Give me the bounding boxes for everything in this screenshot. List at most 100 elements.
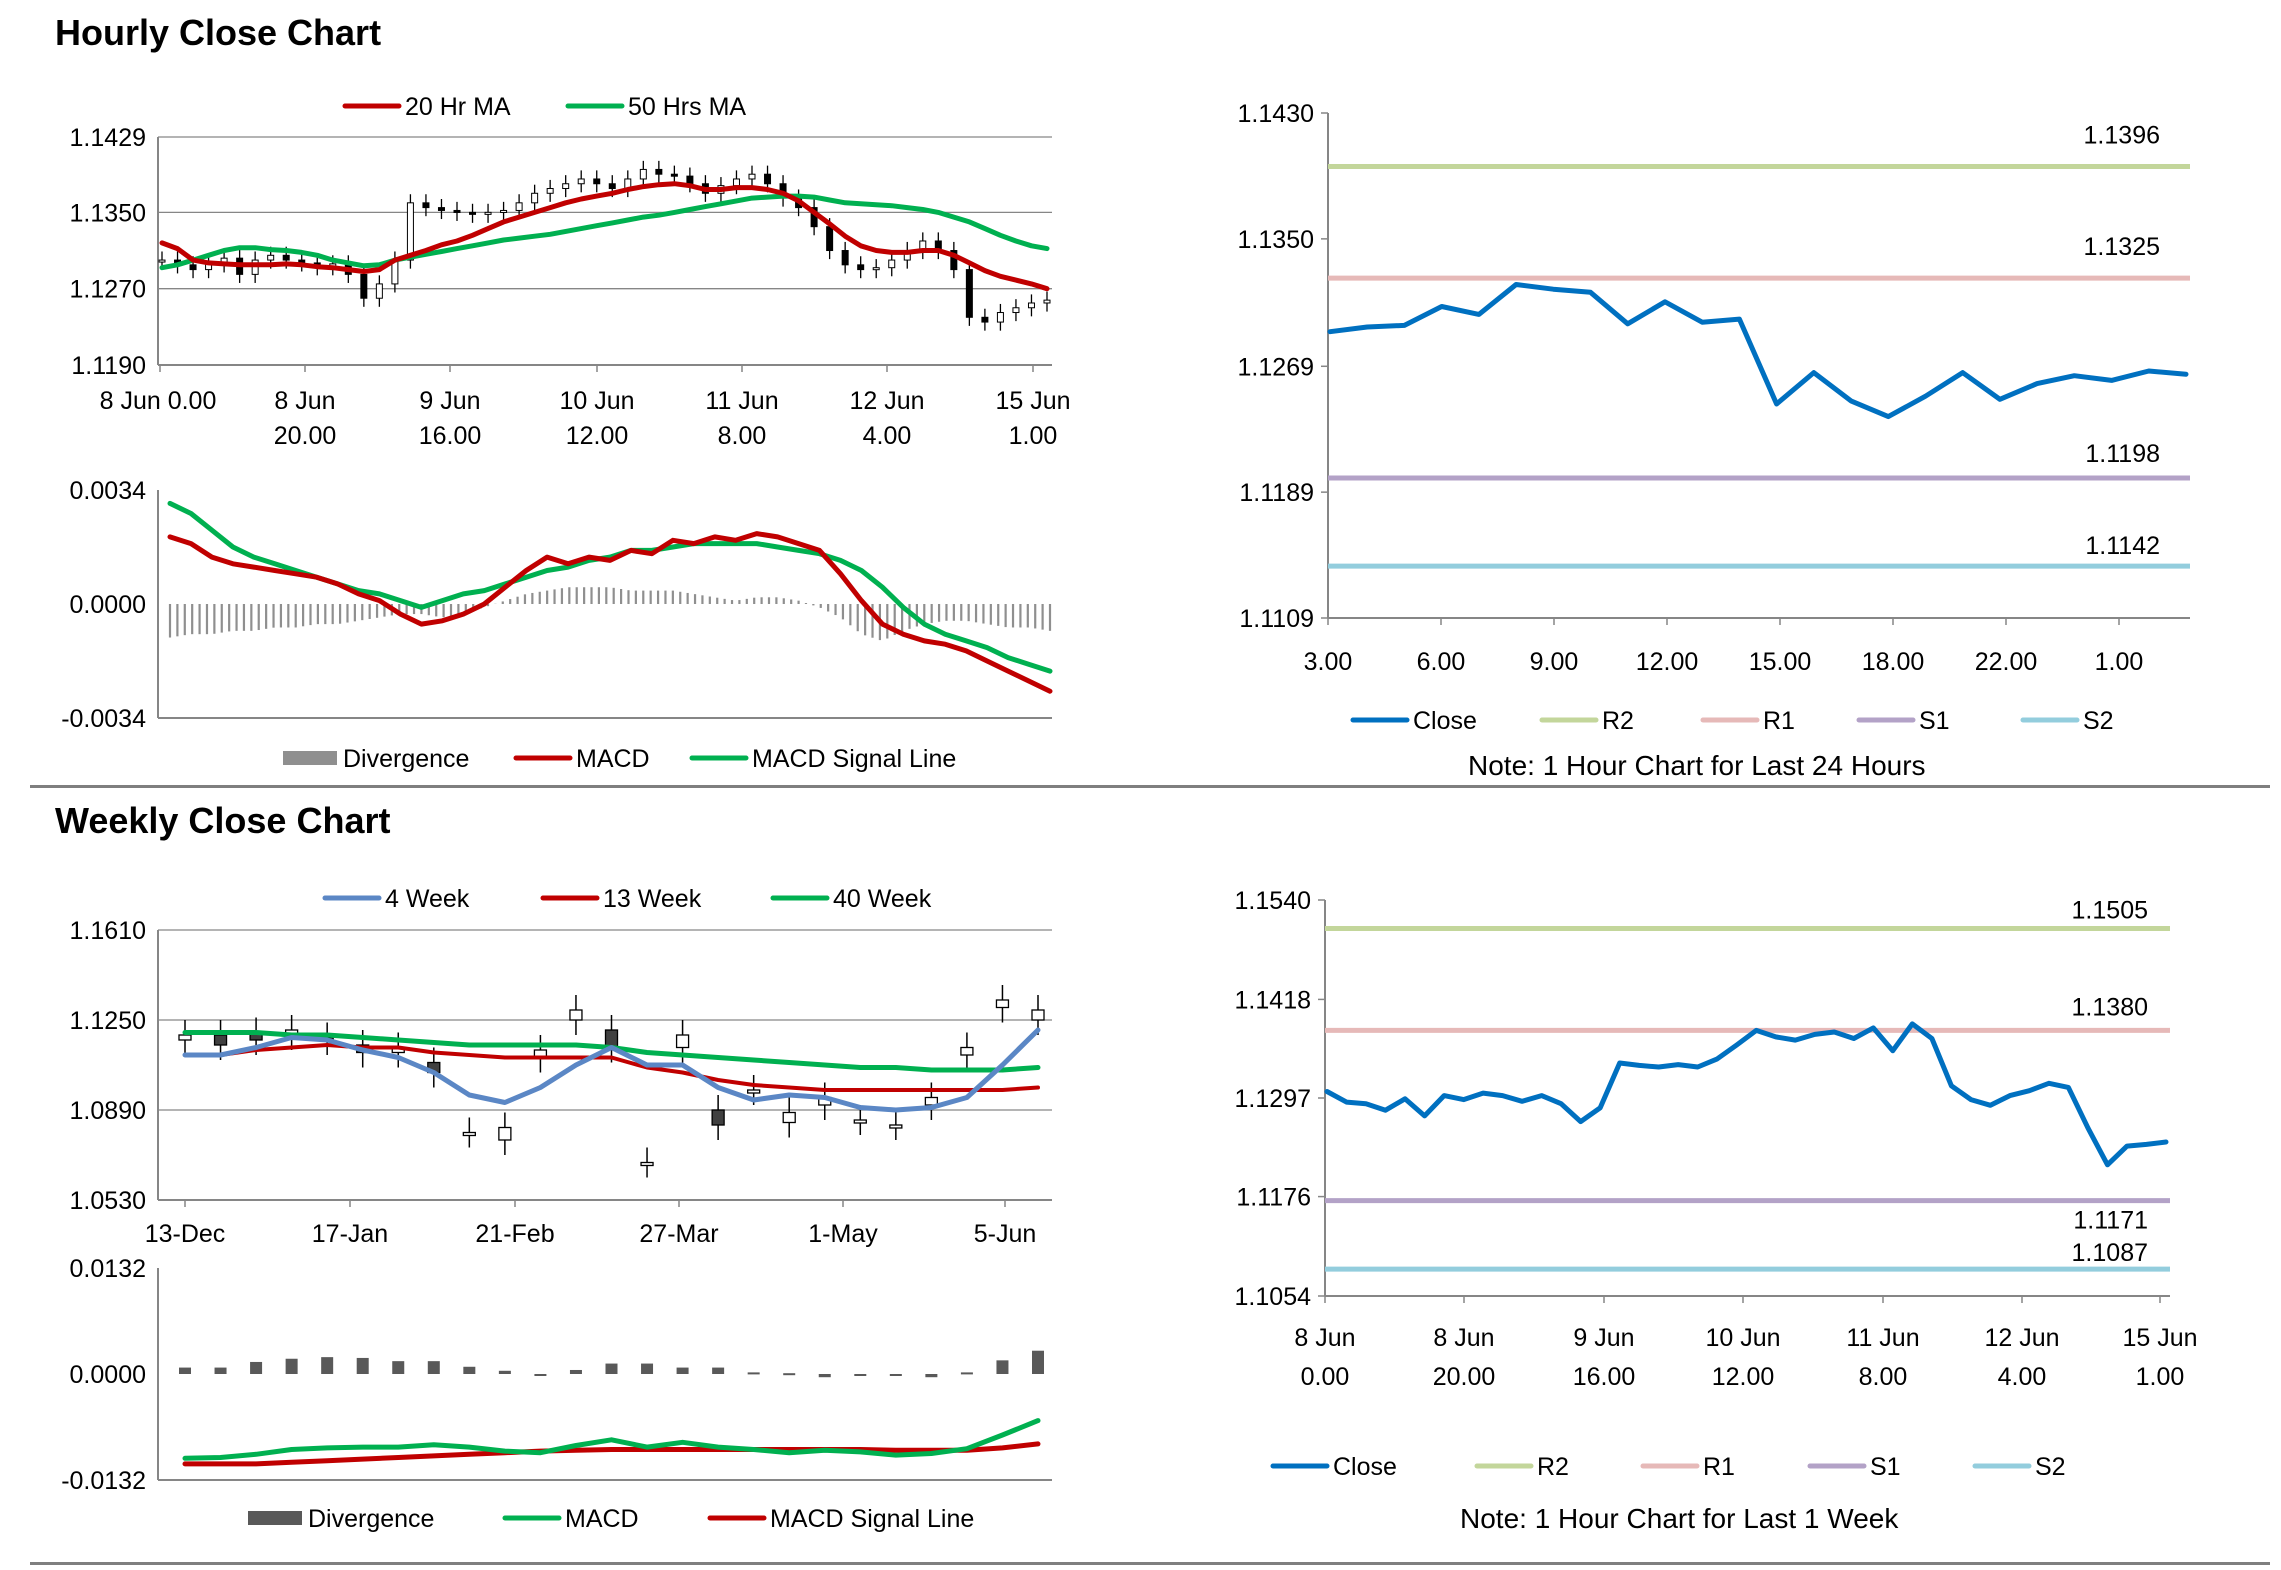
weekly-divergence-bar — [392, 1361, 405, 1374]
weekly-candle — [853, 1119, 867, 1124]
weekly-price-ytick-2: 1.0890 — [70, 1097, 146, 1125]
hourly-close-xtick-2: 9.00 — [1530, 648, 1579, 676]
hourly-candle — [1012, 307, 1020, 314]
weekly-close-legend-label-0: Close — [1333, 1453, 1397, 1481]
hourly-price-xtick-sub-2: 16.00 — [419, 422, 482, 450]
weekly-price-xtick-0: 13-Dec — [145, 1220, 226, 1248]
hourly-candle — [189, 264, 197, 271]
hourly-close-xtick-4: 15.00 — [1749, 648, 1812, 676]
weekly-candle — [462, 1131, 476, 1137]
hourly-price-xtick-1: 8 Jun — [274, 387, 335, 415]
weekly-close-xtick-6: 15 Jun — [2122, 1324, 2197, 1352]
weekly-close-xtick-3: 10 Jun — [1705, 1324, 1780, 1352]
weekly-close-legend-label-3: S1 — [1870, 1453, 1901, 1481]
hourly-close-xtick-6: 22.00 — [1975, 648, 2038, 676]
weekly-candle — [711, 1109, 725, 1126]
weekly-divergence-bar — [285, 1358, 298, 1374]
hourly-candle — [158, 259, 166, 263]
weekly-divergence-bar — [996, 1360, 1009, 1374]
weekly-macd-ytick-2: -0.0132 — [61, 1467, 146, 1495]
hourly-candle — [453, 209, 461, 213]
hourly-price-ytick-1: 1.1350 — [70, 199, 146, 227]
hourly-candle — [469, 211, 477, 215]
hourly-candle — [437, 207, 445, 211]
hourly-candle — [267, 254, 275, 261]
weekly-divergence-bar — [712, 1367, 725, 1374]
hourly-price-xtick-5: 12 Jun — [849, 387, 924, 415]
hourly-macd-legend-swatch-0 — [283, 751, 337, 765]
hourly-macd-ytick-0: 0.0034 — [70, 477, 147, 505]
hourly-close-xtick-7: 1.00 — [2095, 648, 2144, 676]
weekly-divergence-bar — [1032, 1350, 1044, 1374]
weekly-close-xtick-1: 8 Jun — [1433, 1324, 1494, 1352]
weekly-macd-legend-label-2: MACD Signal Line — [770, 1505, 974, 1533]
hourly-candle — [406, 202, 414, 261]
weekly-price-legend-label-2: 40 Week — [833, 885, 932, 913]
weekly-divergence-bar — [818, 1374, 831, 1378]
hourly-price-xtick-sub-1: 20.00 — [274, 422, 337, 450]
weekly-candle — [675, 1034, 690, 1049]
hourly-macd-ytick-2: -0.0034 — [61, 705, 146, 733]
weekly-close-xtick-sub-6: 1.00 — [2136, 1363, 2185, 1391]
weekly-close-ytick-4: 1.1054 — [1235, 1283, 1312, 1311]
hourly-candle — [670, 173, 678, 177]
weekly-price-xtick-2: 21-Feb — [475, 1220, 554, 1248]
hourly-close-legend-label-3: S1 — [1919, 707, 1950, 735]
weekly-divergence-bar — [783, 1373, 796, 1376]
hourly-close-legend-label-4: S2 — [2083, 707, 2114, 735]
weekly-divergence-bar — [463, 1366, 476, 1374]
weekly-close-ytick-1: 1.1418 — [1235, 986, 1311, 1014]
hourly-macd-legend-label-0: Divergence — [343, 745, 469, 773]
weekly-divergence-bar — [250, 1361, 263, 1374]
hourly-price-xtick-sub-5: 4.00 — [863, 422, 912, 450]
weekly-13wk-line — [183, 1043, 1040, 1092]
hourly-candle — [950, 250, 958, 271]
weekly-price-xtick-5: 5-Jun — [974, 1220, 1037, 1248]
hourly-close-level-r2-label: 1.1396 — [2084, 121, 2160, 149]
hourly-close-xtick-5: 18.00 — [1862, 648, 1925, 676]
hourly-price-ytick-2: 1.1270 — [70, 276, 146, 304]
bottom-divider — [30, 1562, 2270, 1565]
weekly-candle — [995, 999, 1010, 1009]
hourly-macd-signal-line — [167, 500, 1053, 674]
weekly-divergence-bar — [676, 1367, 689, 1374]
weekly-close-close-line — [1324, 1021, 2169, 1168]
weekly-divergence-bar — [925, 1374, 938, 1378]
weekly-close-level-r1-label: 1.1380 — [2072, 993, 2148, 1021]
weekly-candle — [960, 1046, 974, 1056]
hourly-candle — [732, 178, 740, 187]
hourly-close-xtick-3: 12.00 — [1636, 648, 1699, 676]
weekly-candle — [1031, 1009, 1045, 1021]
hourly-price-ytick-3: 1.1190 — [71, 352, 146, 380]
hourly-candle — [422, 202, 430, 209]
weekly-section-title: Weekly Close Chart — [55, 800, 391, 841]
weekly-macd-line — [182, 1418, 1041, 1461]
weekly-macd-legend-label-0: Divergence — [308, 1505, 434, 1533]
hourly-candle — [872, 267, 880, 271]
hourly-price-legend-label-0: 20 Hr MA — [405, 93, 511, 121]
hourly-candle — [546, 188, 554, 194]
hourly-close-ytick-3: 1.1189 — [1239, 479, 1314, 507]
weekly-macd-ytick-1: 0.0000 — [70, 1361, 146, 1389]
weekly-candle — [569, 1009, 583, 1021]
weekly-close-ytick-0: 1.1540 — [1235, 887, 1311, 915]
weekly-divergence-bar — [214, 1367, 227, 1374]
weekly-close-xtick-sub-2: 16.00 — [1573, 1363, 1636, 1391]
weekly-candle — [178, 1034, 192, 1041]
hourly-section-title: Hourly Close Chart — [55, 12, 382, 53]
weekly-close-xtick-5: 12 Jun — [1984, 1324, 2059, 1352]
hourly-candle — [888, 259, 896, 269]
weekly-close-xtick-4: 11 Jun — [1846, 1324, 1919, 1352]
weekly-price-xtick-3: 27-Mar — [639, 1220, 718, 1248]
weekly-divergence-bar — [427, 1361, 440, 1374]
hourly-price-xtick-0: 8 Jun 0.00 — [100, 387, 217, 415]
weekly-close-xtick-sub-1: 20.00 — [1433, 1363, 1496, 1391]
hourly-macd-legend-label-2: MACD Signal Line — [752, 745, 956, 773]
hourly-close-level-s2-label: 1.1142 — [2085, 532, 2160, 560]
hourly-candle — [686, 175, 694, 185]
weekly-candle — [747, 1089, 761, 1094]
hourly-close-xtick-1: 6.00 — [1417, 648, 1466, 676]
hourly-close-ytick-2: 1.1269 — [1238, 353, 1314, 381]
weekly-price-ytick-0: 1.1610 — [70, 917, 146, 945]
hourly-price-xtick-2: 9 Jun — [419, 387, 480, 415]
